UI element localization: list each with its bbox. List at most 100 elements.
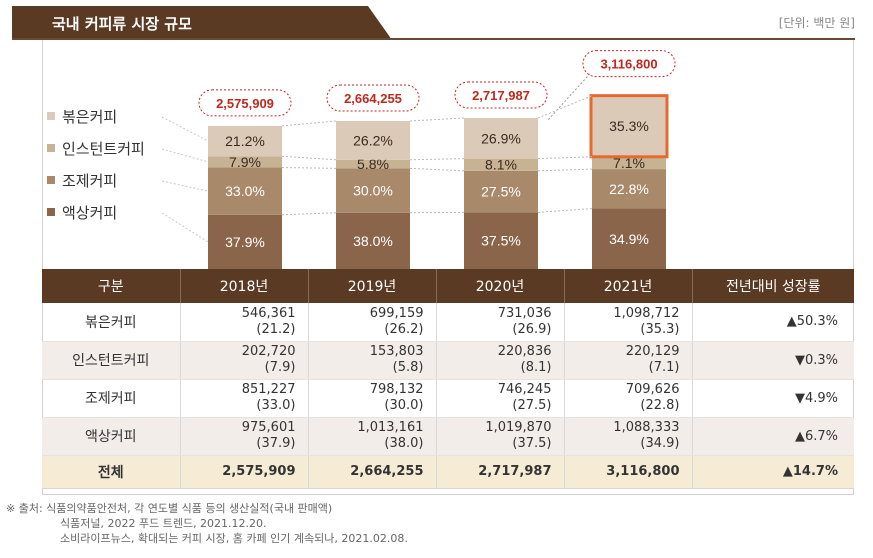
segment-label: 7.1% xyxy=(613,155,645,171)
cell-value: 1,088,333 xyxy=(613,420,680,435)
legend-connector xyxy=(161,212,209,243)
cell-share: (33.0) xyxy=(256,398,296,413)
total-growth-cell: ▲14.7% xyxy=(692,455,854,489)
row-label: 조제커피 xyxy=(42,379,181,418)
legend-connector xyxy=(161,148,209,163)
segment-label: 33.0% xyxy=(225,183,265,199)
cell-share: (7.1) xyxy=(648,360,680,375)
segment-label: 34.9% xyxy=(609,231,649,247)
segment-label: 27.5% xyxy=(481,184,521,200)
column-header: 2021년 xyxy=(564,269,693,303)
unit-label: [단위: 백만 원] xyxy=(778,16,855,30)
total-callout xyxy=(326,84,420,112)
segment-label: 21.2% xyxy=(225,133,265,149)
cell-value: 798,132 xyxy=(369,382,424,397)
total-callout xyxy=(582,50,676,78)
cell-share: (8.1) xyxy=(520,360,552,375)
cell-value: 975,601 xyxy=(241,420,296,435)
table-cell: 1,098,712 (35.3) xyxy=(564,303,693,342)
segment-connector xyxy=(409,117,465,122)
legend-swatch xyxy=(47,112,55,120)
cell-value: 1,098,712 xyxy=(613,305,680,321)
bar-segment xyxy=(464,170,538,213)
cell-share: (22.8) xyxy=(640,398,680,413)
table-cell: 153,803 (5.8) xyxy=(308,341,437,380)
bar-segment xyxy=(464,158,538,171)
segment-label: 26.9% xyxy=(481,130,521,146)
cell-share: (38.0) xyxy=(384,436,424,451)
cell-value: 202,720 xyxy=(241,344,296,359)
table-cell: 546,361 (21.2) xyxy=(180,303,309,342)
segment-connector xyxy=(281,167,337,169)
legend-label: 볶은커피 xyxy=(62,109,117,126)
bar-segment xyxy=(592,208,666,269)
bar-segment xyxy=(336,159,410,169)
table-cell: 699,159 (26.2) xyxy=(308,303,437,342)
segment-connector xyxy=(281,120,337,127)
title-tab-shape xyxy=(12,6,392,40)
cell-share: (30.0) xyxy=(384,398,424,413)
data-table: 구분 2018년 2019년 2020년 2021년 전년대비 성장률 볶은커피… xyxy=(42,269,854,489)
callout-leader xyxy=(547,73,591,121)
row-label: 전체 xyxy=(42,455,181,489)
column-header: 2019년 xyxy=(308,269,437,303)
table-cell: 975,601 (37.9) xyxy=(180,417,309,456)
growth-cell: ▲50.3% xyxy=(692,303,854,342)
bar-segment xyxy=(592,156,666,170)
growth-cell: ▼4.9% xyxy=(692,379,854,418)
source-line: ※ 출처: 식품의약품안전처, 각 연도별 식품 등의 생산실적(국내 판매액) xyxy=(6,502,333,515)
legend-swatch xyxy=(47,176,55,184)
column-header: 2020년 xyxy=(436,269,565,303)
cell-value: 851,227 xyxy=(241,382,296,397)
total-cell: 3,116,800 xyxy=(564,455,693,489)
table-row: 인스턴트커피 202,720 (7.9) 153,803 (5.8) 220,836 (8.… xyxy=(42,341,854,380)
column-header: 2018년 xyxy=(180,269,309,303)
total-callout xyxy=(198,89,292,117)
page-title: 국내 커피류 시장 규모 xyxy=(52,15,192,33)
table-cell: 746,245 (27.5) xyxy=(436,379,565,418)
cell-share: (26.9) xyxy=(512,321,552,337)
segment-connector xyxy=(537,168,593,172)
table-cell: 1,088,333 (34.9) xyxy=(564,417,693,456)
bar-segment xyxy=(208,214,282,269)
cell-share: (5.8) xyxy=(392,360,424,375)
total-cell: 2,664,255 xyxy=(308,455,437,489)
table-cell: 1,013,161 (38.0) xyxy=(308,417,437,456)
row-label: 액상커피 xyxy=(42,417,181,456)
segment-label: 8.1% xyxy=(485,157,517,173)
cell-share: (26.2) xyxy=(384,321,424,337)
table-cell: 798,132 (30.0) xyxy=(308,379,437,418)
table-cell: 851,227 (33.0) xyxy=(180,379,309,418)
growth-cell: ▲6.7% xyxy=(692,417,854,456)
segment-connector xyxy=(281,212,337,216)
table-row: 볶은커피 546,361 (21.2) 699,159 (26.2) 731,036 (26… xyxy=(42,303,854,342)
source-line: 식품저널, 2022 푸드 트렌드, 2021.12.20. xyxy=(60,517,267,530)
source-line: 소비라이프뉴스, 확대되는 커피 시장, 홈 카페 인기 계속되나, 2021.… xyxy=(60,532,408,545)
bar-segment xyxy=(208,156,282,168)
segment-connector xyxy=(537,95,593,119)
cell-value: 546,361 xyxy=(241,305,296,321)
segment-label: 30.0% xyxy=(353,183,393,199)
segment-label: 37.9% xyxy=(225,234,265,250)
stacked-bar-chart: 37.9% 33.0% 7.9% 21.2% 2,575,909 38.0% 30.0% 5.… xyxy=(47,50,676,269)
table-cell: 709,626 (22.8) xyxy=(564,379,693,418)
cell-share: (37.5) xyxy=(512,436,552,451)
cell-share: (37.9) xyxy=(256,436,296,451)
legend-connector xyxy=(161,180,209,192)
table-cell: 731,036 (26.9) xyxy=(436,303,565,342)
table-cell: 220,129 (7.1) xyxy=(564,341,693,380)
total-label: 2,664,255 xyxy=(344,91,402,106)
legend-swatch xyxy=(47,208,55,216)
chart-frame xyxy=(42,40,854,495)
cell-value: 153,803 xyxy=(369,344,424,359)
table-row: 액상커피 975,601 (37.9) 1,013,161 (38.0) 1,019,87… xyxy=(42,417,854,456)
segment-label: 38.0% xyxy=(353,233,393,249)
total-cell: 2,575,909 xyxy=(180,455,309,489)
total-label: 2,575,909 xyxy=(216,96,274,111)
bar-segment xyxy=(336,168,410,213)
cell-value: 220,129 xyxy=(625,344,680,359)
cell-share: (27.5) xyxy=(512,398,552,413)
highlight-box xyxy=(589,94,669,159)
source-notes: ※ 출처: 식품의약품안전처, 각 연도별 식품 등의 생산실적(국내 판매액)… xyxy=(6,501,408,546)
legend-label: 인스턴트커피 xyxy=(62,141,145,158)
